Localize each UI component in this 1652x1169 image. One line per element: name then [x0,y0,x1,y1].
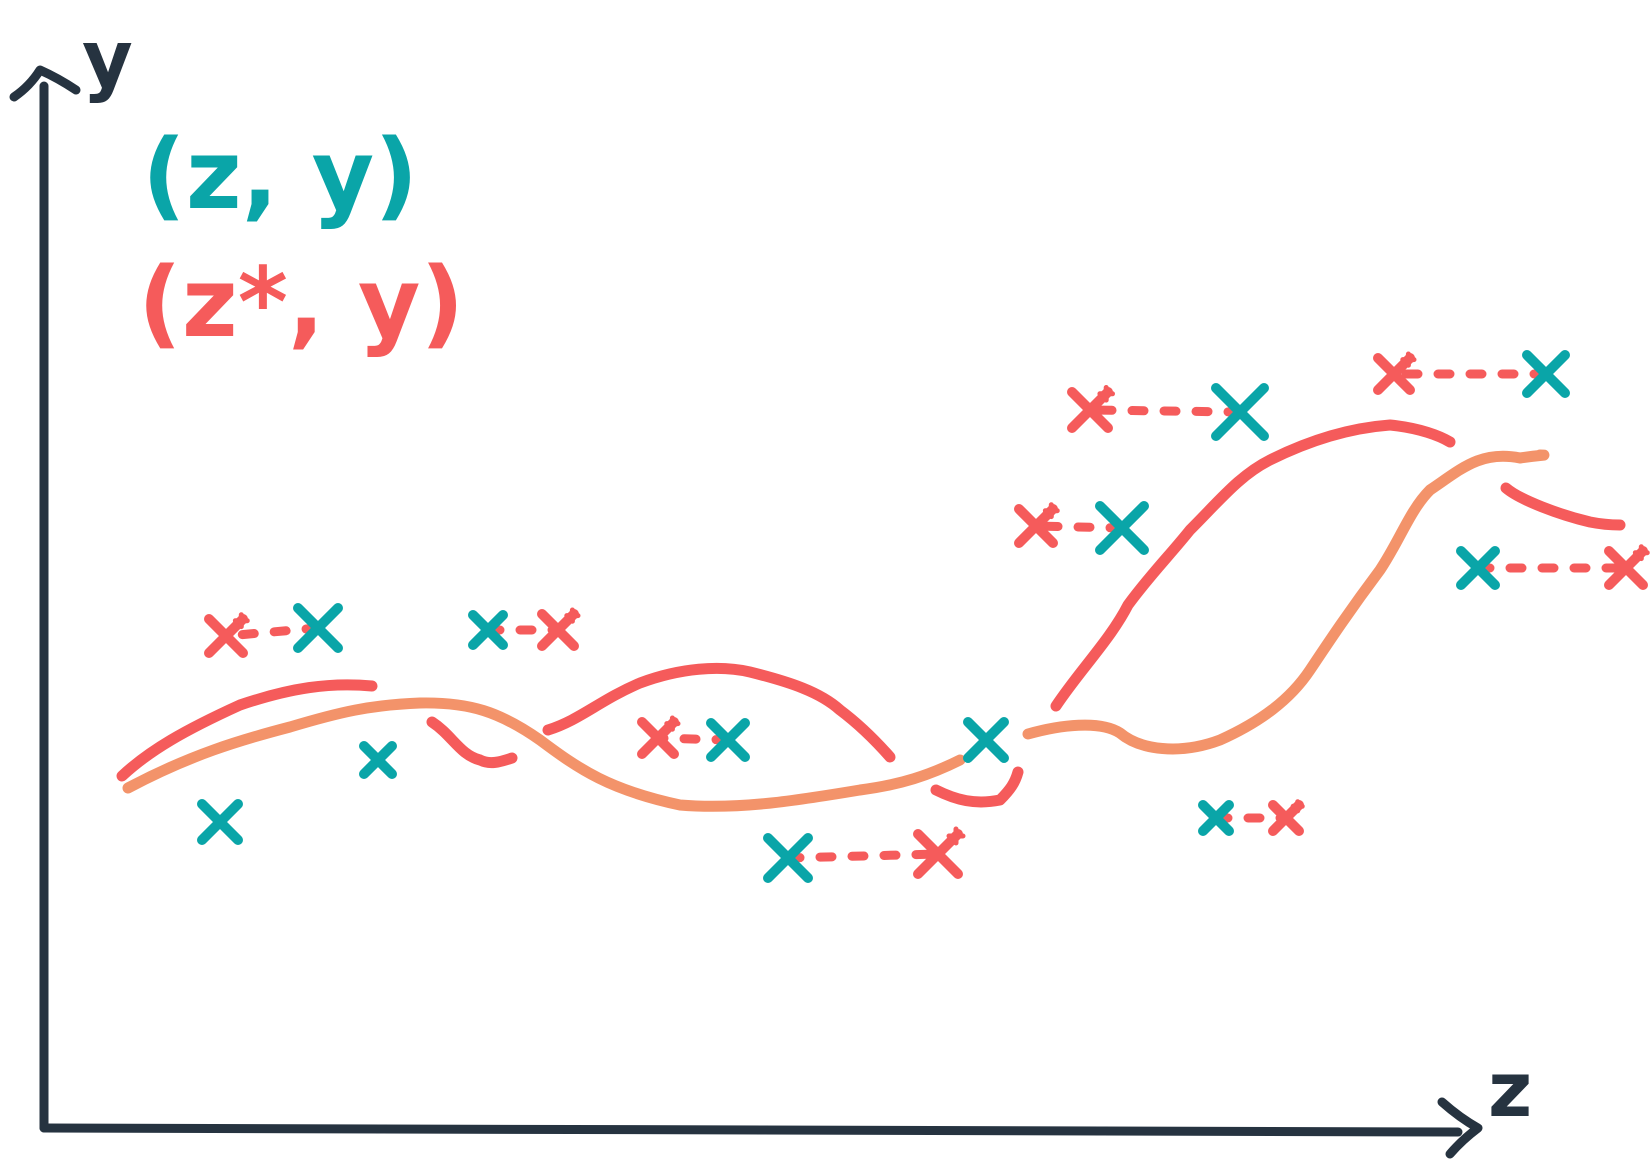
dashed-link-icon [1085,405,1245,417]
curve-red-6 [1500,482,1626,531]
y-axis-arrow-icon [9,65,81,102]
dashed-link-icon [783,849,943,863]
curve-orange [122,449,1550,812]
x-axis-arrow-icon [1437,1097,1483,1159]
axes [9,65,1483,1159]
legend-original-label: (z, y) [142,119,418,231]
counterfactual-point-icon [1373,351,1417,395]
counterfactual-point-icon [637,715,681,759]
original-point-icon [468,610,508,650]
original-point-icon [1456,546,1500,590]
original-point-icon [1522,350,1570,398]
curve-red-2 [426,716,518,769]
original-point-icon [293,603,343,653]
dashed-link-icon [221,623,323,641]
x-axis-label: z [1488,1045,1532,1134]
legend-counterfactual-label: (z*, y) [138,247,464,359]
counterfactual-point-icon [1268,799,1305,836]
original-point-icon [763,833,813,883]
dashed-link-icon [653,733,733,745]
dashed-link-icon [1031,521,1127,533]
y-axis-label: y [82,15,133,105]
original-point-icon [1211,383,1269,441]
counterfactual-point-icon [537,607,581,651]
curve-red-3 [542,662,896,763]
counterfactual-point-icon [1014,502,1060,548]
marker-pairs [197,350,1650,883]
curves [116,419,1626,812]
x-axis-line [39,1123,1463,1137]
original-point-icon [1095,501,1149,555]
original-point-icon [706,718,750,762]
original-point-icon [197,799,243,845]
curve-red-1 [116,679,378,782]
original-point-icon [1198,800,1234,836]
counterfactual-point-icon [204,612,250,658]
counterfactual-point-icon [913,826,966,879]
counterfactual-point-icon [1604,544,1650,590]
original-point-icon [963,717,1009,763]
curve-red-5 [1050,419,1456,712]
counterfactual-point-icon [1067,385,1115,433]
original-point-icon [359,741,397,779]
curve-red-4 [930,766,1024,808]
